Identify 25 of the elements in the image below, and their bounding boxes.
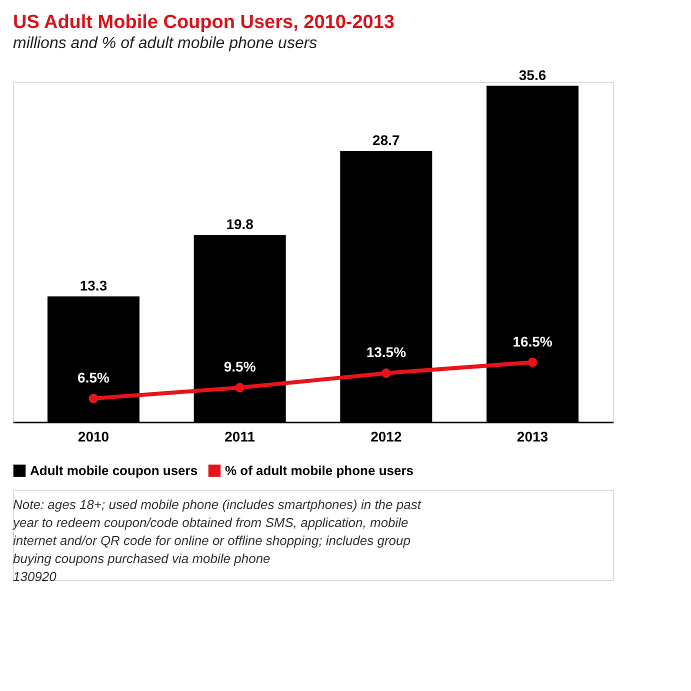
text: Note: ages 18+; used mobile phone (includes smartphones) in the past [13, 497, 422, 512]
legend-label: % of adult mobile phone users [225, 462, 414, 478]
x-tick-label: 2012 [370, 428, 402, 444]
data-label: 28.7 [372, 132, 400, 148]
point [381, 368, 391, 378]
data-label: 13.3 [80, 277, 108, 294]
chart-subtitle: millions and % of adult mobile phone users [13, 34, 318, 52]
x-tick-label: 2011 [224, 428, 256, 444]
data-label: 6.5% [78, 369, 110, 386]
point [235, 382, 245, 392]
x-tick-label: 2013 [516, 428, 548, 444]
text: internet and/or QR code for online or offline shopping; includes group [13, 533, 410, 548]
text: 130920 [13, 569, 58, 584]
legend-label: Adult mobile coupon users [30, 462, 198, 478]
data-label: 35.6 [518, 66, 546, 83]
data-label: 9.5% [224, 358, 256, 375]
data-label: 16.5% [512, 333, 553, 350]
point [88, 394, 98, 404]
chart-title: US Adult Mobile Coupon Users, 2010-2013 [13, 12, 394, 33]
text: buying coupons purchased via mobile phone [13, 551, 270, 566]
text: year to redeem coupon/code obtained from SMS, application, mobile [12, 515, 408, 530]
x-tick-label: 2010 [78, 428, 110, 444]
data-label: 19.8 [226, 216, 254, 232]
data-label: 13.5% [366, 344, 407, 360]
point [528, 358, 538, 368]
